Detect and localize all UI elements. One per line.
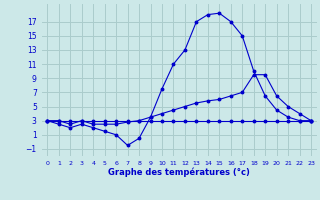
X-axis label: Graphe des températures (°c): Graphe des températures (°c) bbox=[108, 167, 250, 177]
